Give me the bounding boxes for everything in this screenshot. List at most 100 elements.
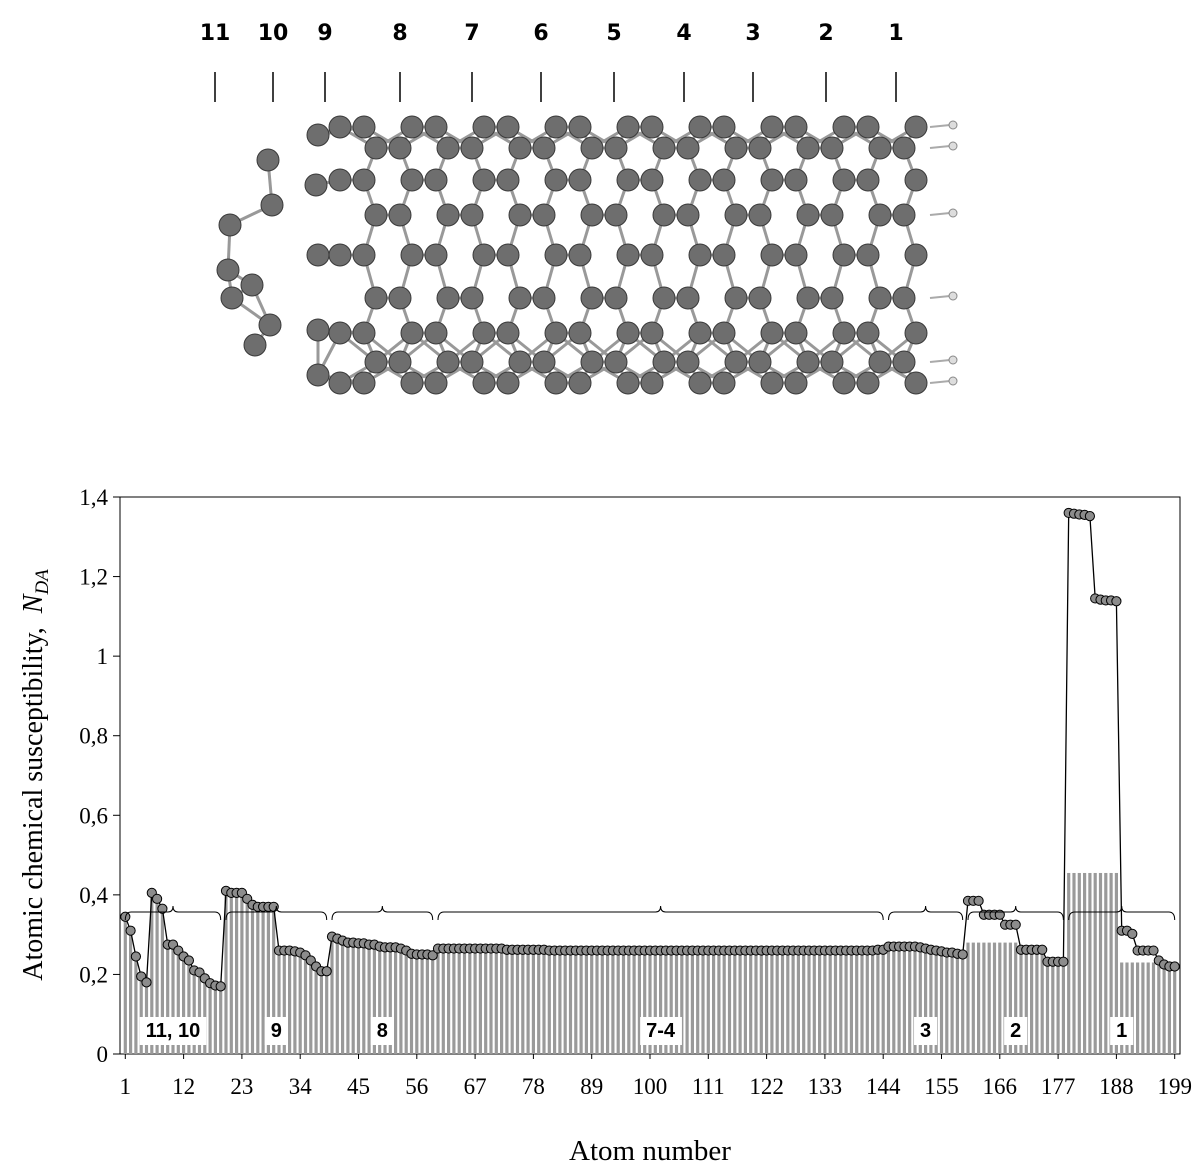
bar xyxy=(792,951,795,1054)
atom xyxy=(307,364,329,386)
x-tick-label: 89 xyxy=(580,1074,603,1099)
atom xyxy=(761,244,783,266)
bar xyxy=(622,951,625,1054)
bar xyxy=(860,951,863,1054)
atom xyxy=(329,116,351,138)
atom xyxy=(533,204,555,226)
bar xyxy=(1147,962,1150,1054)
bar xyxy=(256,907,259,1054)
bar xyxy=(209,983,212,1054)
atom xyxy=(833,322,855,344)
group-label: 8 xyxy=(377,1020,388,1042)
atom xyxy=(641,244,663,266)
atom xyxy=(545,372,567,394)
bar xyxy=(458,949,461,1054)
atom xyxy=(605,287,627,309)
atom xyxy=(641,322,663,344)
x-tick-label: 67 xyxy=(464,1074,487,1099)
chart: Atomic chemical susceptibility,NDA Atom … xyxy=(18,485,1192,1167)
bar xyxy=(436,949,439,1054)
bar xyxy=(580,951,583,1054)
atom xyxy=(821,137,843,159)
bar xyxy=(898,947,901,1054)
atom xyxy=(893,204,915,226)
atom xyxy=(749,287,771,309)
atom xyxy=(869,204,891,226)
atom xyxy=(617,244,639,266)
atom xyxy=(605,137,627,159)
bar xyxy=(362,943,365,1054)
atom xyxy=(785,244,807,266)
bar xyxy=(807,951,810,1054)
bar xyxy=(511,950,514,1054)
bar xyxy=(532,950,535,1054)
bar xyxy=(945,953,948,1054)
section-label: 6 xyxy=(533,21,548,46)
atom xyxy=(713,116,735,138)
atom xyxy=(857,322,879,344)
atom xyxy=(761,322,783,344)
atom xyxy=(749,351,771,373)
bar xyxy=(611,951,614,1054)
marker xyxy=(216,982,225,991)
atom xyxy=(653,137,675,159)
bar xyxy=(516,950,519,1054)
atom xyxy=(821,204,843,226)
bar xyxy=(421,955,424,1054)
atom xyxy=(857,244,879,266)
bar xyxy=(871,951,874,1054)
bar xyxy=(246,899,249,1054)
y-tick-label: 0,8 xyxy=(79,724,108,749)
atom xyxy=(389,351,411,373)
atom xyxy=(425,372,447,394)
x-tick-label: 166 xyxy=(983,1074,1018,1099)
atom xyxy=(497,372,519,394)
atom xyxy=(461,137,483,159)
x-tick-label: 45 xyxy=(347,1074,370,1099)
bar xyxy=(601,951,604,1054)
section-label: 11 xyxy=(200,21,231,46)
bar xyxy=(797,951,800,1054)
atom xyxy=(437,137,459,159)
atom xyxy=(473,322,495,344)
atom xyxy=(365,137,387,159)
bar xyxy=(214,986,217,1054)
y-label-subscript: DA xyxy=(32,569,53,596)
bar xyxy=(781,951,784,1054)
bar xyxy=(293,951,296,1054)
bar xyxy=(749,951,752,1054)
atom xyxy=(749,137,771,159)
atom xyxy=(797,137,819,159)
bar xyxy=(845,951,848,1054)
bar xyxy=(288,951,291,1054)
hydrogen xyxy=(949,121,957,129)
section-label: 5 xyxy=(606,21,621,46)
atom xyxy=(221,287,243,309)
atom xyxy=(761,116,783,138)
bar xyxy=(754,951,757,1054)
marker xyxy=(184,956,193,965)
atom xyxy=(797,287,819,309)
bar xyxy=(219,986,222,1054)
atom xyxy=(725,204,747,226)
atom xyxy=(329,244,351,266)
atom xyxy=(365,351,387,373)
bar xyxy=(262,907,265,1054)
atom xyxy=(713,322,735,344)
bar xyxy=(723,951,726,1054)
atom xyxy=(689,169,711,191)
atom xyxy=(797,204,819,226)
bar xyxy=(1152,962,1155,1054)
atom xyxy=(473,372,495,394)
bar xyxy=(1062,962,1065,1054)
bar xyxy=(309,961,312,1054)
bar xyxy=(977,943,980,1054)
atom xyxy=(857,372,879,394)
bar xyxy=(802,951,805,1054)
atom xyxy=(401,169,423,191)
atom xyxy=(217,259,239,281)
atom xyxy=(497,322,519,344)
y-tick-label: 1,4 xyxy=(79,485,108,510)
y-tick-label: 1,2 xyxy=(79,565,108,590)
y-tick-label: 0,6 xyxy=(79,803,108,828)
